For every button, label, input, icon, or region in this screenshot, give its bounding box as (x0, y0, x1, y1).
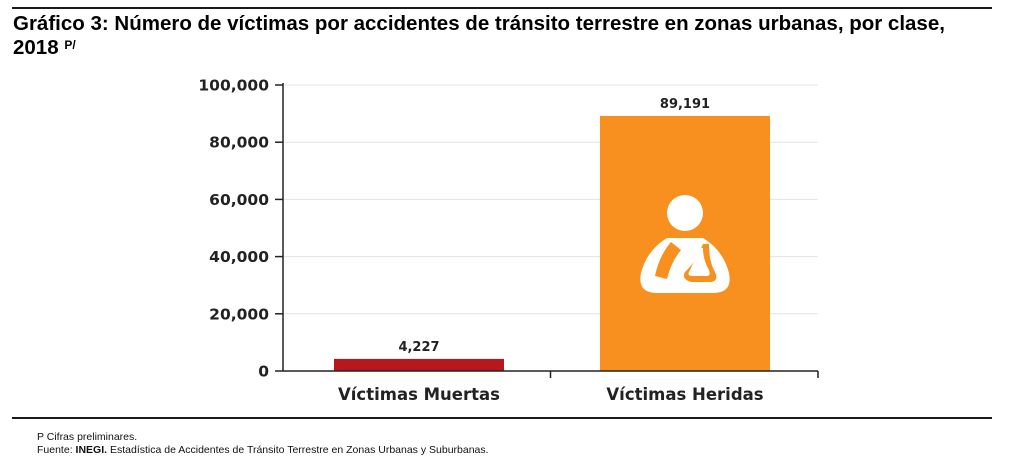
chart-title-text: Gráfico 3: Número de víctimas por accide… (13, 12, 945, 59)
x-category-label: Víctimas Heridas (606, 385, 763, 404)
chart-title: Gráfico 3: Número de víctimas por accide… (13, 12, 988, 60)
y-tick-label: 40,000 (209, 248, 269, 266)
source-prefix: Fuente: (37, 444, 76, 456)
source-note: Fuente: INEGI. Estadística de Accidentes… (37, 444, 489, 457)
bar-victimas-muertas (334, 358, 504, 371)
source-text: Estadística de Accidentes de Tránsito Te… (107, 444, 489, 456)
source-org: INEGI. (75, 444, 108, 456)
preliminary-note: P Cifras preliminares. (37, 431, 138, 443)
y-tick-label: 80,000 (209, 134, 269, 152)
labels: 0 20,000 40,000 60,000 80,000 100,000 4,227 Víc… (198, 77, 763, 405)
y-tick-label: 0 (258, 363, 269, 381)
x-category-label: Víctimas Muertas (338, 385, 500, 404)
axes (275, 83, 819, 378)
y-tick-label: 60,000 (209, 191, 269, 209)
y-tick-label: 20,000 (209, 305, 269, 323)
data-label: 89,191 (660, 97, 710, 112)
bottom-rule (12, 417, 992, 419)
data-label: 4,227 (398, 340, 439, 355)
preliminary-superscript: P/ (64, 38, 76, 52)
top-rule (12, 7, 992, 9)
icon-head (667, 195, 703, 231)
injured-person-sling-icon (640, 195, 730, 293)
icon-sling (688, 248, 710, 276)
icon-arm-gap (655, 242, 681, 279)
y-tick-label: 100,000 (198, 77, 269, 95)
bar-chart: 0 20,000 40,000 60,000 80,000 100,000 4,227 Víc… (198, 77, 819, 405)
